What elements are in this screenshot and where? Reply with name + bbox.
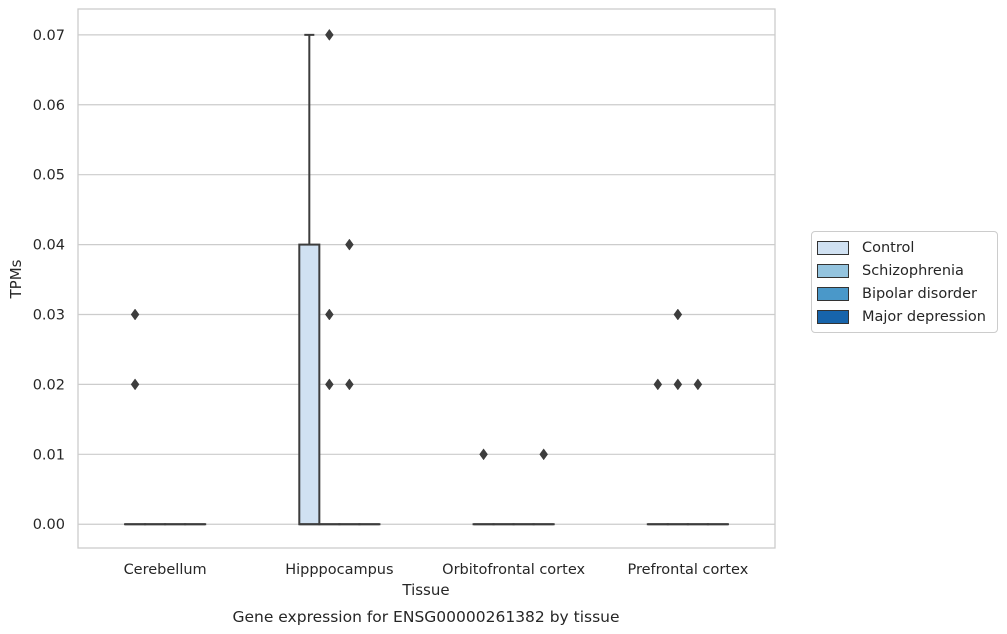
box-group: [124, 308, 147, 526]
outlier-point: [673, 378, 683, 391]
x-tick-label: Cerebellum: [124, 562, 207, 578]
legend-label: Control: [862, 239, 915, 256]
y-tick-label: 0.07: [33, 28, 65, 44]
box-group: [298, 33, 321, 526]
legend-item: Bipolar disorder: [812, 282, 997, 305]
y-tick-labels: 0.00 0.01 0.02 0.03 0.04 0.05 0.06 0.07: [33, 28, 65, 533]
legend-label: Schizophrenia: [862, 262, 964, 279]
legend-swatch: [817, 240, 849, 255]
x-tick-label: Prefrontal cortex: [627, 562, 748, 578]
legend-swatch: [817, 309, 849, 324]
legend-label: Bipolar disorder: [862, 285, 977, 302]
chart-caption: Gene expression for ENSG00000261382 by t…: [232, 608, 619, 626]
box-group: [666, 308, 689, 526]
box-plot-marks: [124, 28, 729, 526]
y-tick-label: 0.03: [33, 308, 65, 324]
grid-lines: [78, 34, 775, 525]
legend-label: Major depression: [862, 308, 986, 325]
box-group: [338, 238, 361, 526]
outlier-point: [673, 308, 683, 321]
box-group: [532, 448, 555, 526]
legend: Control Schizophrenia Bipolar disorder Majo…: [811, 231, 998, 333]
outlier-point: [479, 448, 488, 461]
y-tick-label: 0.01: [33, 447, 65, 463]
outlier-point: [325, 308, 334, 321]
y-tick-label: 0.02: [33, 377, 65, 393]
outlier-point: [693, 378, 703, 391]
x-tick-label: Orbitofrontal cortex: [442, 562, 585, 578]
legend-item: Schizophrenia: [812, 259, 997, 282]
outlier-point: [345, 378, 354, 391]
x-tick-labels: Cerebellum Hipppocampus Orbitofrontal cort…: [124, 562, 749, 578]
y-axis-label: TPMs: [7, 259, 25, 299]
y-tick-label: 0.00: [33, 517, 65, 533]
box-group: [318, 28, 341, 526]
x-axis-label: Tissue: [401, 581, 449, 599]
outlier-point: [653, 378, 663, 391]
outlier-point: [345, 238, 354, 251]
box: [298, 243, 321, 526]
legend-swatch: [817, 263, 849, 278]
legend-swatch: [817, 286, 849, 301]
outlier-point: [539, 448, 548, 461]
box-group: [472, 448, 495, 526]
y-tick-label: 0.04: [33, 238, 65, 254]
plot-area-frame: [77, 8, 776, 549]
x-tick-label: Hipppocampus: [285, 562, 393, 578]
box-group: [686, 378, 709, 526]
box-group: [646, 378, 669, 526]
outlier-point: [130, 378, 140, 391]
legend-item: Major depression: [812, 305, 997, 328]
y-tick-label: 0.05: [33, 168, 65, 184]
y-tick-label: 0.06: [33, 98, 65, 114]
outlier-point: [325, 28, 334, 41]
outlier-point: [325, 378, 334, 391]
legend-item: Control: [812, 236, 997, 259]
outlier-point: [130, 308, 140, 321]
